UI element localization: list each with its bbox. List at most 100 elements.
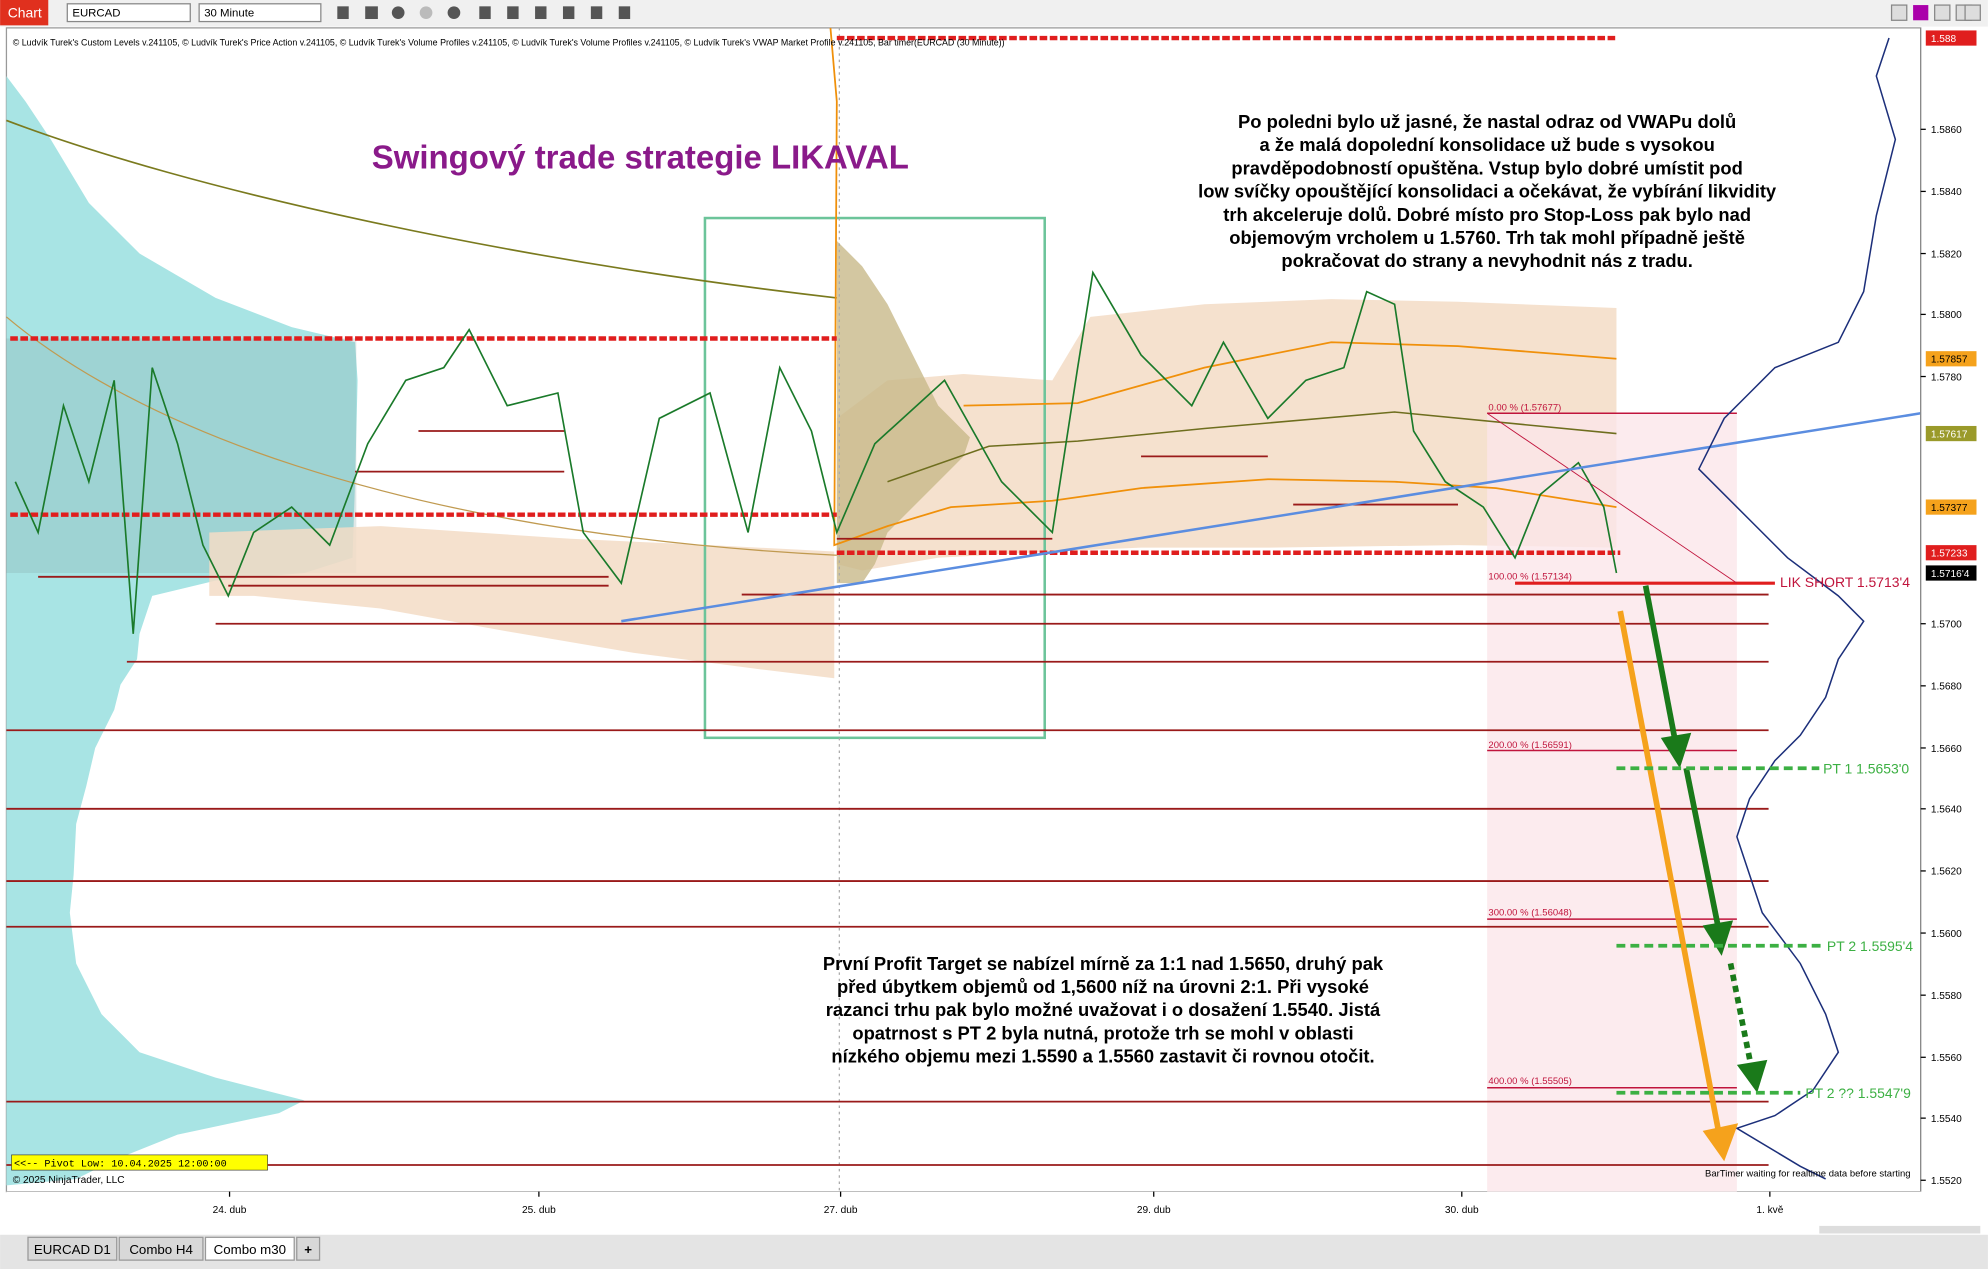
sheet-tab[interactable] bbox=[27, 1236, 118, 1261]
group: 1.5860 1.5840 1.5820 1.5800 1.5780 1.5700 1.56… bbox=[1920, 125, 1962, 1187]
sheet-tab[interactable] bbox=[296, 1236, 321, 1261]
annotation-line: První Profit Target se nabízel mírně za … bbox=[823, 953, 1384, 974]
chart-tab-label: Chart bbox=[8, 5, 42, 21]
chart-drawing bbox=[14, 270, 1618, 634]
copyright: © 2025 NinjaTrader, LLC bbox=[13, 1175, 125, 1186]
fib-label: 0.00 % (1.57677) bbox=[1488, 403, 1561, 414]
date-label: 30. dub bbox=[1445, 1205, 1479, 1216]
price-label: 1.5640 bbox=[1931, 805, 1962, 816]
fib-label: 200.00 % (1.56591) bbox=[1488, 740, 1571, 751]
annotation-line: pravděpodobností opuštěna. Vstup bylo do… bbox=[1231, 157, 1742, 178]
group: Po poledni bylo už jasné, že nastal odra… bbox=[1198, 111, 1777, 271]
price-label: 1.5700 bbox=[1931, 620, 1962, 631]
instrument-select[interactable] bbox=[66, 3, 191, 23]
interval-select[interactable] bbox=[198, 3, 322, 23]
sheet-tab-label: Combo m30 bbox=[214, 1242, 286, 1257]
group bbox=[6, 430, 1769, 1166]
group bbox=[1486, 412, 1738, 1089]
target-label: PT 1 1.5653'0 bbox=[1823, 760, 1909, 776]
chart-drawing bbox=[6, 119, 837, 299]
price-tag-label: 1.5716'4 bbox=[1931, 569, 1970, 580]
price-tag bbox=[1925, 30, 1977, 46]
chart-drawing bbox=[1487, 413, 1737, 1192]
chart-drawing bbox=[1913, 5, 1929, 21]
price-tag bbox=[1925, 351, 1977, 367]
chart-drawing bbox=[618, 6, 631, 20]
group bbox=[337, 6, 631, 20]
chart-drawing bbox=[829, 27, 1617, 547]
chart-drawing bbox=[1486, 412, 1738, 584]
price-label: 1.5860 bbox=[1931, 125, 1962, 136]
sheet-tab[interactable] bbox=[204, 1236, 295, 1261]
chart-drawing bbox=[6, 76, 358, 1186]
annotation-line: nízkého objemu mezi 1.5590 a 1.5560 zast… bbox=[831, 1046, 1374, 1067]
price-label: 1.5540 bbox=[1931, 1114, 1962, 1125]
annotation-line: low svíčky opouštějící konsolidaci a oče… bbox=[1198, 181, 1777, 202]
annotation-line: a že malá dopolední konsolidace už bude … bbox=[1259, 134, 1714, 155]
price-tag bbox=[1925, 565, 1977, 581]
annotation-line: před úbytkem objemů od 1,5600 níž na úro… bbox=[837, 976, 1369, 997]
price-tag bbox=[1925, 425, 1977, 442]
group bbox=[10, 35, 1621, 555]
chart-drawing bbox=[562, 6, 575, 20]
date-label: 29. dub bbox=[1137, 1205, 1171, 1216]
chart-drawing bbox=[1736, 1059, 1768, 1093]
chart-drawing bbox=[1964, 4, 1981, 21]
chart-drawing bbox=[1683, 767, 1722, 933]
price-label: 1.5560 bbox=[1931, 1053, 1962, 1064]
price-label: 1.5800 bbox=[1931, 310, 1962, 321]
price-label: 1.5620 bbox=[1931, 867, 1962, 878]
chart-drawing bbox=[1697, 37, 1897, 1180]
price-tag-label: 1.57377 bbox=[1931, 503, 1968, 514]
indicator-list: © Ludvík Turek's Custom Levels v.241105,… bbox=[13, 38, 1005, 48]
group: První Profit Target se nabízel mírně za … bbox=[823, 953, 1384, 1067]
chart-drawing bbox=[836, 240, 970, 584]
chart-drawing bbox=[1819, 1225, 1981, 1234]
sheet-tab-label: EURCAD D1 bbox=[34, 1242, 111, 1257]
chart-drawing bbox=[1934, 4, 1951, 21]
annotation-line: Po poledni bylo už jasné, že nastal odra… bbox=[1238, 111, 1736, 132]
chart-drawing bbox=[1890, 4, 1908, 21]
chart-drawing bbox=[887, 411, 1617, 483]
annotation-line: pokračovat do strany a nevyhodnit nás z … bbox=[1281, 250, 1692, 271]
chart-tab[interactable] bbox=[0, 0, 49, 26]
chart-drawing bbox=[6, 1191, 1988, 1228]
price-tag bbox=[1925, 545, 1977, 561]
pivot-label: <<-- Pivot Low: 10.04.2025 12:00:00 bbox=[14, 1158, 227, 1170]
chart-drawing bbox=[1617, 610, 1722, 1136]
chart-drawing bbox=[0, 0, 1988, 27]
price-label: 1.5820 bbox=[1931, 249, 1962, 260]
price-label: 1.5780 bbox=[1931, 372, 1962, 383]
chart-drawing bbox=[535, 6, 547, 20]
group: 1.588 1.57857 1.57617 1.57377 1.57233 1.5716'… bbox=[1925, 30, 1977, 581]
annotation-line: opatrnost s PT 2 byla nutná, protože trh… bbox=[852, 1022, 1353, 1043]
price-label: 1.5600 bbox=[1931, 929, 1962, 940]
sheet-tab-label: Combo H4 bbox=[129, 1242, 193, 1257]
chart-drawing bbox=[963, 341, 1617, 407]
chart-drawing bbox=[6, 316, 837, 556]
chart-title: Swingový trade strategie LIKAVAL bbox=[372, 139, 909, 176]
annotation-line: objemovým vrcholem u 1.5760. Trh tak moh… bbox=[1229, 227, 1745, 248]
chart-drawing bbox=[703, 216, 1046, 740]
sheet-tab[interactable] bbox=[118, 1236, 204, 1261]
chart-drawing bbox=[337, 6, 349, 20]
instrument: EURCAD bbox=[72, 7, 120, 19]
price-label: 1.5660 bbox=[1931, 744, 1962, 755]
date-label: 24. dub bbox=[213, 1205, 247, 1216]
chart-drawing bbox=[479, 6, 491, 20]
group: EURCAD D1 Combo H4 Combo m30 + bbox=[27, 1236, 321, 1261]
chart-drawing bbox=[621, 412, 1921, 623]
date-label: 25. dub bbox=[522, 1205, 556, 1216]
fib-label: 100.00 % (1.57134) bbox=[1488, 571, 1571, 582]
price-tag-label: 1.57857 bbox=[1931, 355, 1968, 366]
target-label: PT 2 ?? 1.5547'9 bbox=[1805, 1085, 1911, 1101]
chart-drawing bbox=[0, 1234, 1988, 1269]
fib-label: 400.00 % (1.55505) bbox=[1488, 1076, 1571, 1087]
group bbox=[1616, 766, 1824, 1095]
entry-label: LIK SHORT 1.5713'4 bbox=[1780, 574, 1910, 590]
bar-timer: BarTimer waiting for realtime data befor… bbox=[1705, 1168, 1911, 1179]
annotation-line: razanci trhu pak bylo možné uvažovat i o… bbox=[826, 999, 1381, 1020]
chart-drawing bbox=[1660, 732, 1692, 769]
chart-drawing bbox=[365, 6, 378, 20]
